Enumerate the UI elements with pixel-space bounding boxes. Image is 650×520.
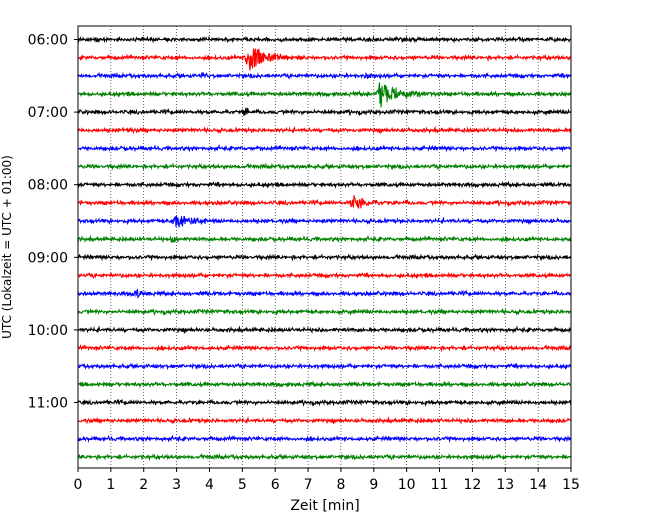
trace-0800 [77, 180, 572, 189]
trace-1045 [77, 380, 572, 389]
plot-frame [77, 25, 572, 469]
x-tick-label: 9 [369, 477, 378, 493]
x-tick-label: 8 [336, 477, 345, 493]
y-tick-label: 08:00 [28, 178, 68, 194]
trace-0630 [77, 71, 572, 80]
trace-0930 [77, 288, 572, 299]
trace-1145 [77, 452, 572, 462]
y-tick-label: 07:00 [28, 105, 68, 121]
x-tick-label: 3 [172, 477, 181, 493]
x-tick-label: 10 [398, 477, 416, 493]
x-tick-label: 5 [238, 477, 247, 493]
trace-1115 [77, 416, 572, 425]
trace-1030 [77, 362, 572, 371]
trace-0830 [77, 215, 572, 228]
y-tick-label: 10:00 [28, 323, 68, 339]
trace-1000 [77, 325, 572, 334]
trace-0900 [77, 253, 572, 262]
trace-0745 [77, 162, 572, 171]
x-tick-label: 1 [106, 477, 115, 493]
x-tick-label: 7 [304, 477, 313, 493]
y-axis: 06:00 07:00 08:00 09:00 10:00 11:00 [28, 33, 78, 412]
x-tick-label: 13 [496, 477, 514, 493]
seismic-traces [77, 35, 572, 462]
x-tick-label: 12 [463, 477, 481, 493]
x-tick-label: 14 [529, 477, 547, 493]
x-tick-label: 4 [205, 477, 214, 493]
trace-0600 [77, 35, 572, 44]
x-tick-label: 0 [74, 477, 83, 493]
trace-0615 [77, 48, 572, 71]
trace-0715 [77, 125, 572, 135]
x-axis-title: Zeit [min] [290, 498, 359, 514]
y-tick-label: 11:00 [28, 396, 68, 412]
trace-0945 [77, 307, 572, 317]
trace-1130 [77, 434, 572, 443]
y-tick-label: 06:00 [28, 33, 68, 49]
trace-0700 [77, 107, 572, 117]
trace-0845 [77, 234, 572, 244]
x-tick-label: 11 [431, 477, 449, 493]
x-axis: 0 1 2 3 4 5 6 7 8 9 10 11 12 13 14 15 [74, 468, 580, 493]
trace-0645 [77, 82, 572, 108]
x-tick-label: 15 [562, 477, 580, 493]
trace-1100 [77, 398, 572, 407]
trace-0915 [77, 271, 572, 280]
x-tick-label: 6 [271, 477, 280, 493]
y-tick-label: 09:00 [28, 250, 68, 266]
x-tick-label: 2 [139, 477, 148, 493]
trace-1015 [77, 343, 572, 353]
y-axis-title: UTC (Lokalzeit = UTC + 01:00) [0, 155, 14, 339]
trace-0730 [77, 143, 572, 153]
trace-0815 [77, 195, 572, 210]
